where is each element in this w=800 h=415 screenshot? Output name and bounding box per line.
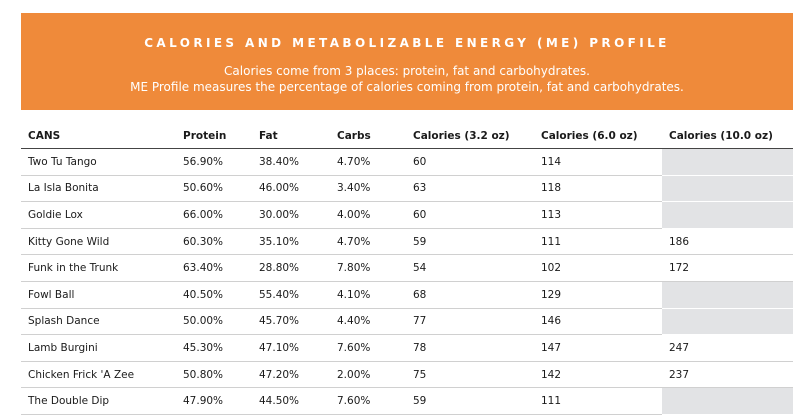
banner-subtitle-line-1: Calories come from 3 places: protein, fa…	[224, 64, 590, 78]
protein-value: 40.50%	[176, 281, 252, 309]
can-name: Fowl Ball	[21, 281, 176, 309]
page-title: CALORIES AND METABOLIZABLE ENERGY (ME) P…	[144, 36, 670, 50]
carbs-value: 7.60%	[330, 334, 406, 362]
calories-10-0-oz-value	[662, 148, 793, 176]
table-row: Lamb Burgini 45.30% 47.10% 7.60% 78 147 …	[21, 334, 793, 362]
calories-6-0-oz-value: 146	[534, 308, 662, 336]
fat-value: 38.40%	[252, 148, 330, 176]
calories-6-0-oz-value: 114	[534, 148, 662, 176]
table-row: Two Tu Tango 56.90% 38.40% 4.70% 60 114	[21, 148, 793, 176]
protein-value: 50.00%	[176, 308, 252, 336]
table-row: Kitty Gone Wild 60.30% 35.10% 4.70% 59 1…	[21, 228, 793, 256]
carbs-value: 7.60%	[330, 387, 406, 415]
can-name: Lamb Burgini	[21, 334, 176, 362]
can-name: The Double Dip	[21, 387, 176, 415]
calories-3-2-oz-value: 59	[406, 387, 534, 415]
protein-value: 60.30%	[176, 228, 252, 256]
header-banner: CALORIES AND METABOLIZABLE ENERGY (ME) P…	[21, 13, 793, 110]
can-name: La Isla Bonita	[21, 175, 176, 203]
table-row: Chicken Frick 'A Zee 50.80% 47.20% 2.00%…	[21, 361, 793, 389]
banner-subtitle-line-2: ME Profile measures the percentage of ca…	[130, 80, 684, 94]
calories-3-2-oz-value: 54	[406, 254, 534, 282]
calories-10-0-oz-value	[662, 175, 793, 203]
calories-6-0-oz-value: 118	[534, 175, 662, 203]
fat-value: 44.50%	[252, 387, 330, 415]
calories-10-0-oz-value: 247	[662, 334, 793, 362]
carbs-value: 3.40%	[330, 175, 406, 203]
table-row: Goldie Lox 66.00% 30.00% 4.00% 60 113	[21, 201, 793, 229]
protein-value: 50.60%	[176, 175, 252, 203]
calories-6-0-oz-value: 142	[534, 361, 662, 389]
calories-10-0-oz-value: 186	[662, 228, 793, 256]
can-name: Goldie Lox	[21, 201, 176, 229]
fat-value: 55.40%	[252, 281, 330, 309]
protein-value: 47.90%	[176, 387, 252, 415]
fat-value: 28.80%	[252, 254, 330, 282]
table-row: Funk in the Trunk 63.40% 28.80% 7.80% 54…	[21, 254, 793, 282]
carbs-value: 4.10%	[330, 281, 406, 309]
can-name: Splash Dance	[21, 308, 176, 336]
column-header-carbs: Carbs	[330, 124, 406, 149]
column-header-calories-10-0-oz: Calories (10.0 oz)	[662, 124, 793, 149]
table-header-row: CANS Protein Fat Carbs Calories (3.2 oz)…	[21, 124, 793, 149]
protein-value: 66.00%	[176, 201, 252, 229]
table-row: The Double Dip 47.90% 44.50% 7.60% 59 11…	[21, 387, 793, 415]
protein-value: 56.90%	[176, 148, 252, 176]
protein-value: 63.40%	[176, 254, 252, 282]
calories-6-0-oz-value: 111	[534, 387, 662, 415]
fat-value: 35.10%	[252, 228, 330, 256]
calories-3-2-oz-value: 75	[406, 361, 534, 389]
calories-10-0-oz-value: 237	[662, 361, 793, 389]
column-header-cans: CANS	[21, 124, 176, 149]
carbs-value: 4.00%	[330, 201, 406, 229]
calories-table: CANS Protein Fat Carbs Calories (3.2 oz)…	[21, 124, 793, 415]
table-row: Fowl Ball 40.50% 55.40% 4.10% 68 129	[21, 281, 793, 309]
calories-10-0-oz-value	[662, 201, 793, 229]
fat-value: 47.10%	[252, 334, 330, 362]
calories-3-2-oz-value: 68	[406, 281, 534, 309]
carbs-value: 2.00%	[330, 361, 406, 389]
calories-6-0-oz-value: 147	[534, 334, 662, 362]
fat-value: 30.00%	[252, 201, 330, 229]
fat-value: 45.70%	[252, 308, 330, 336]
protein-value: 50.80%	[176, 361, 252, 389]
fat-value: 46.00%	[252, 175, 330, 203]
can-name: Chicken Frick 'A Zee	[21, 361, 176, 389]
calories-6-0-oz-value: 113	[534, 201, 662, 229]
calories-3-2-oz-value: 60	[406, 148, 534, 176]
table-row: La Isla Bonita 50.60% 46.00% 3.40% 63 11…	[21, 175, 793, 203]
carbs-value: 4.40%	[330, 308, 406, 336]
calories-10-0-oz-value	[662, 281, 793, 309]
carbs-value: 7.80%	[330, 254, 406, 282]
protein-value: 45.30%	[176, 334, 252, 362]
calories-10-0-oz-value	[662, 387, 793, 415]
calories-10-0-oz-value	[662, 308, 793, 336]
calories-3-2-oz-value: 77	[406, 308, 534, 336]
can-name: Kitty Gone Wild	[21, 228, 176, 256]
can-name: Two Tu Tango	[21, 148, 176, 176]
column-header-calories-3-2-oz: Calories (3.2 oz)	[406, 124, 534, 149]
column-header-fat: Fat	[252, 124, 330, 149]
can-name: Funk in the Trunk	[21, 254, 176, 282]
table-row: Splash Dance 50.00% 45.70% 4.40% 77 146	[21, 308, 793, 336]
calories-3-2-oz-value: 60	[406, 201, 534, 229]
column-header-protein: Protein	[176, 124, 252, 149]
column-header-calories-6-0-oz: Calories (6.0 oz)	[534, 124, 662, 149]
calories-3-2-oz-value: 59	[406, 228, 534, 256]
calories-6-0-oz-value: 111	[534, 228, 662, 256]
calories-6-0-oz-value: 102	[534, 254, 662, 282]
carbs-value: 4.70%	[330, 228, 406, 256]
carbs-value: 4.70%	[330, 148, 406, 176]
calories-3-2-oz-value: 63	[406, 175, 534, 203]
fat-value: 47.20%	[252, 361, 330, 389]
calories-6-0-oz-value: 129	[534, 281, 662, 309]
calories-10-0-oz-value: 172	[662, 254, 793, 282]
calories-3-2-oz-value: 78	[406, 334, 534, 362]
